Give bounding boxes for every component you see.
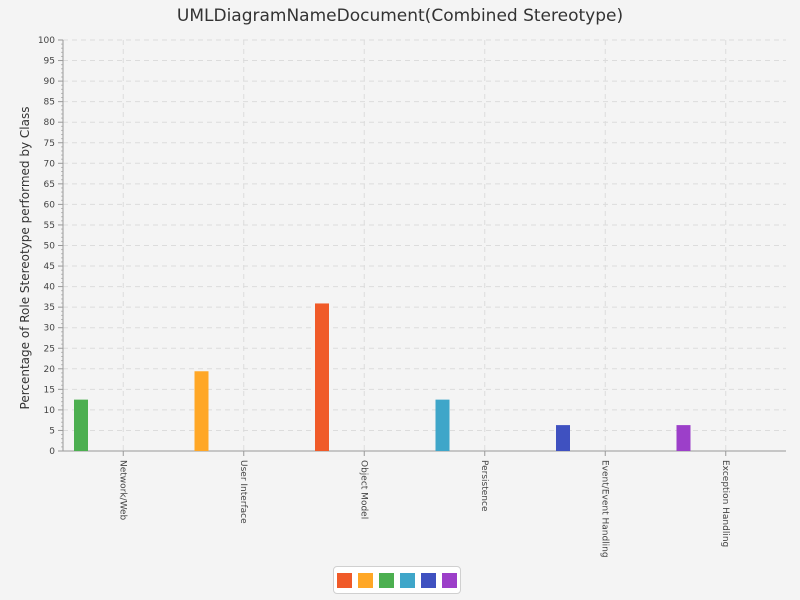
bar	[315, 303, 329, 451]
legend-swatch	[358, 572, 373, 588]
y-tick-label: 5	[49, 426, 55, 436]
x-axis: Network/Web User Interface Object Model Per…	[63, 450, 786, 558]
chart-title: UMLDiagramNameDocument(Combined Stereoty…	[176, 6, 624, 26]
y-tick-label: 60	[44, 200, 56, 210]
x-tick-label: Persistence	[479, 460, 489, 512]
bars	[74, 303, 691, 451]
legend-swatch	[421, 572, 436, 588]
x-tick-label: User Interface	[238, 460, 248, 524]
y-tick-label: 50	[44, 242, 56, 252]
x-tick-label: Event/Event Handling	[599, 460, 609, 558]
bar	[74, 399, 88, 451]
y-tick-label: 35	[44, 303, 55, 313]
y-tick-label: 10	[44, 406, 56, 416]
y-tick-label: 85	[44, 98, 55, 108]
legend	[333, 566, 461, 594]
y-tick-label: 25	[44, 344, 55, 354]
bar	[676, 425, 691, 451]
legend-swatch	[400, 572, 415, 588]
y-tick-label: 65	[44, 180, 55, 190]
grid-lines	[63, 39, 786, 451]
y-tick-label: 30	[44, 324, 56, 334]
y-tick-label: 90	[44, 77, 56, 87]
bar	[435, 399, 450, 451]
y-tick-label: 15	[44, 385, 55, 395]
y-tick-label: 75	[44, 139, 55, 149]
bar	[194, 371, 209, 451]
y-tick-label: 70	[44, 159, 56, 169]
y-tick-label: 0	[49, 447, 55, 457]
y-tick-label: 100	[38, 36, 55, 46]
x-tick-label: Object Model	[358, 460, 368, 519]
legend-swatch	[337, 572, 352, 588]
y-tick-label: 40	[44, 283, 56, 293]
legend-swatch	[442, 572, 457, 588]
y-tick-label: 80	[44, 118, 56, 128]
y-tick-label: 95	[44, 57, 55, 67]
y-tick-label: 45	[44, 262, 55, 272]
bar	[556, 425, 570, 451]
legend-swatch	[379, 572, 394, 588]
x-tick-label: Network/Web	[117, 460, 127, 521]
y-tick-label: 55	[44, 221, 55, 231]
x-tick-label: Exception Handling	[720, 460, 730, 547]
y-axis: 0 5 10 15 20 25 30 35 40 45 50 55 60 65 70 75 80 85 90 95 10…	[38, 36, 64, 457]
y-tick-label: 20	[44, 365, 56, 375]
y-axis-label: Percentage of Role Stereotype performed …	[18, 107, 32, 410]
